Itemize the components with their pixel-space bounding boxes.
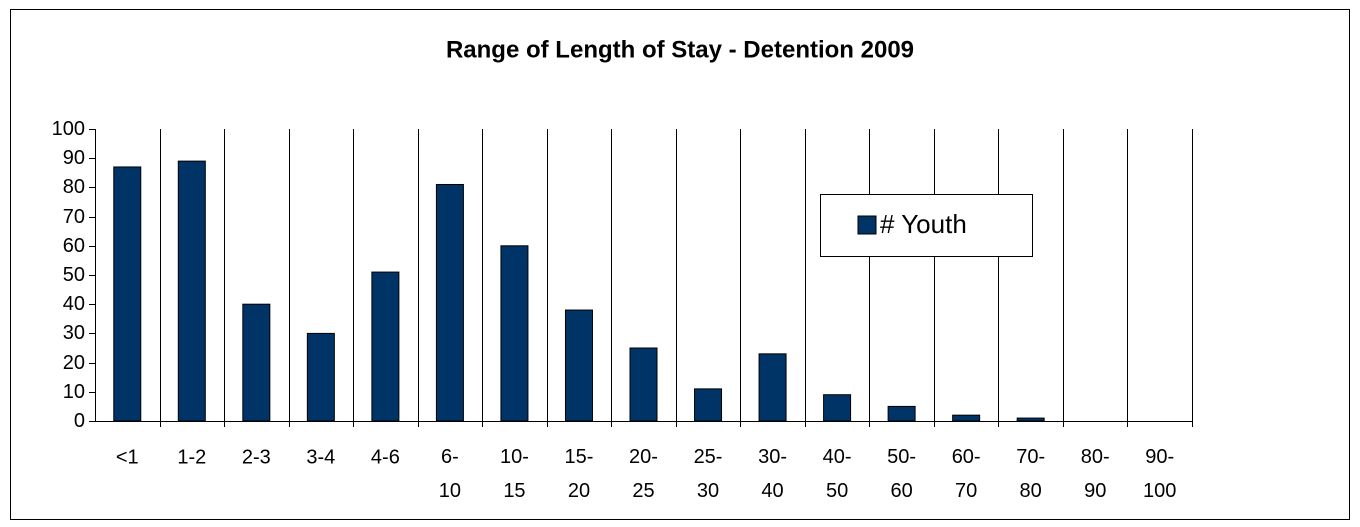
y-tick-label: 40 (63, 293, 85, 315)
bar (1016, 417, 1045, 422)
bar (694, 388, 723, 422)
y-tick-label: 80 (63, 176, 85, 198)
x-tick-label: 10-15 (500, 446, 529, 502)
x-tick-label: 4-6 (371, 446, 400, 468)
y-tick-label: 0 (74, 410, 85, 432)
bar (887, 405, 916, 422)
y-tick-label: 30 (63, 322, 85, 344)
bar (500, 245, 529, 422)
x-tick-label: 20-25 (629, 446, 658, 502)
bar (371, 271, 400, 422)
x-tick-label: 70-80 (1016, 446, 1045, 502)
y-tick-label: 10 (63, 381, 85, 403)
chart-border (10, 9, 1350, 520)
x-tick-label: 1-2 (177, 446, 206, 468)
x-tick-label: 25-30 (694, 446, 723, 502)
bar (435, 183, 464, 422)
bar (952, 414, 981, 422)
y-tick-label: 100 (52, 118, 85, 140)
legend-box (820, 194, 1033, 257)
bar (758, 353, 787, 422)
bar (306, 332, 335, 422)
y-tick-label: 90 (63, 147, 85, 169)
x-tick-label: 6-10 (439, 446, 461, 502)
x-tick-label: 60-70 (952, 446, 981, 502)
bar (177, 160, 206, 422)
y-tick-label: 60 (63, 235, 85, 257)
bar (564, 309, 593, 422)
legend-label: # Youth (880, 209, 967, 239)
x-tick-label: <1 (116, 446, 139, 468)
x-tick-label: 40-50 (823, 446, 852, 502)
x-tick-label: 50-60 (887, 446, 916, 502)
bar (629, 347, 658, 422)
legend-swatch (857, 215, 877, 235)
x-tick-label: 30-40 (758, 446, 787, 502)
x-tick-label: 3-4 (306, 446, 335, 468)
x-tick-label: 80-90 (1081, 446, 1110, 502)
chart-title: Range of Length of Stay - Detention 2009 (446, 36, 914, 63)
x-tick-label: 90-100 (1143, 446, 1176, 502)
y-tick-label: 70 (63, 206, 85, 228)
y-tick-label: 50 (63, 264, 85, 286)
x-tick-label: 2-3 (242, 446, 271, 468)
bar (242, 303, 271, 422)
bar (823, 394, 852, 422)
x-tick-label: 15-20 (565, 446, 594, 502)
bar (113, 166, 142, 422)
y-tick-label: 20 (63, 352, 85, 374)
